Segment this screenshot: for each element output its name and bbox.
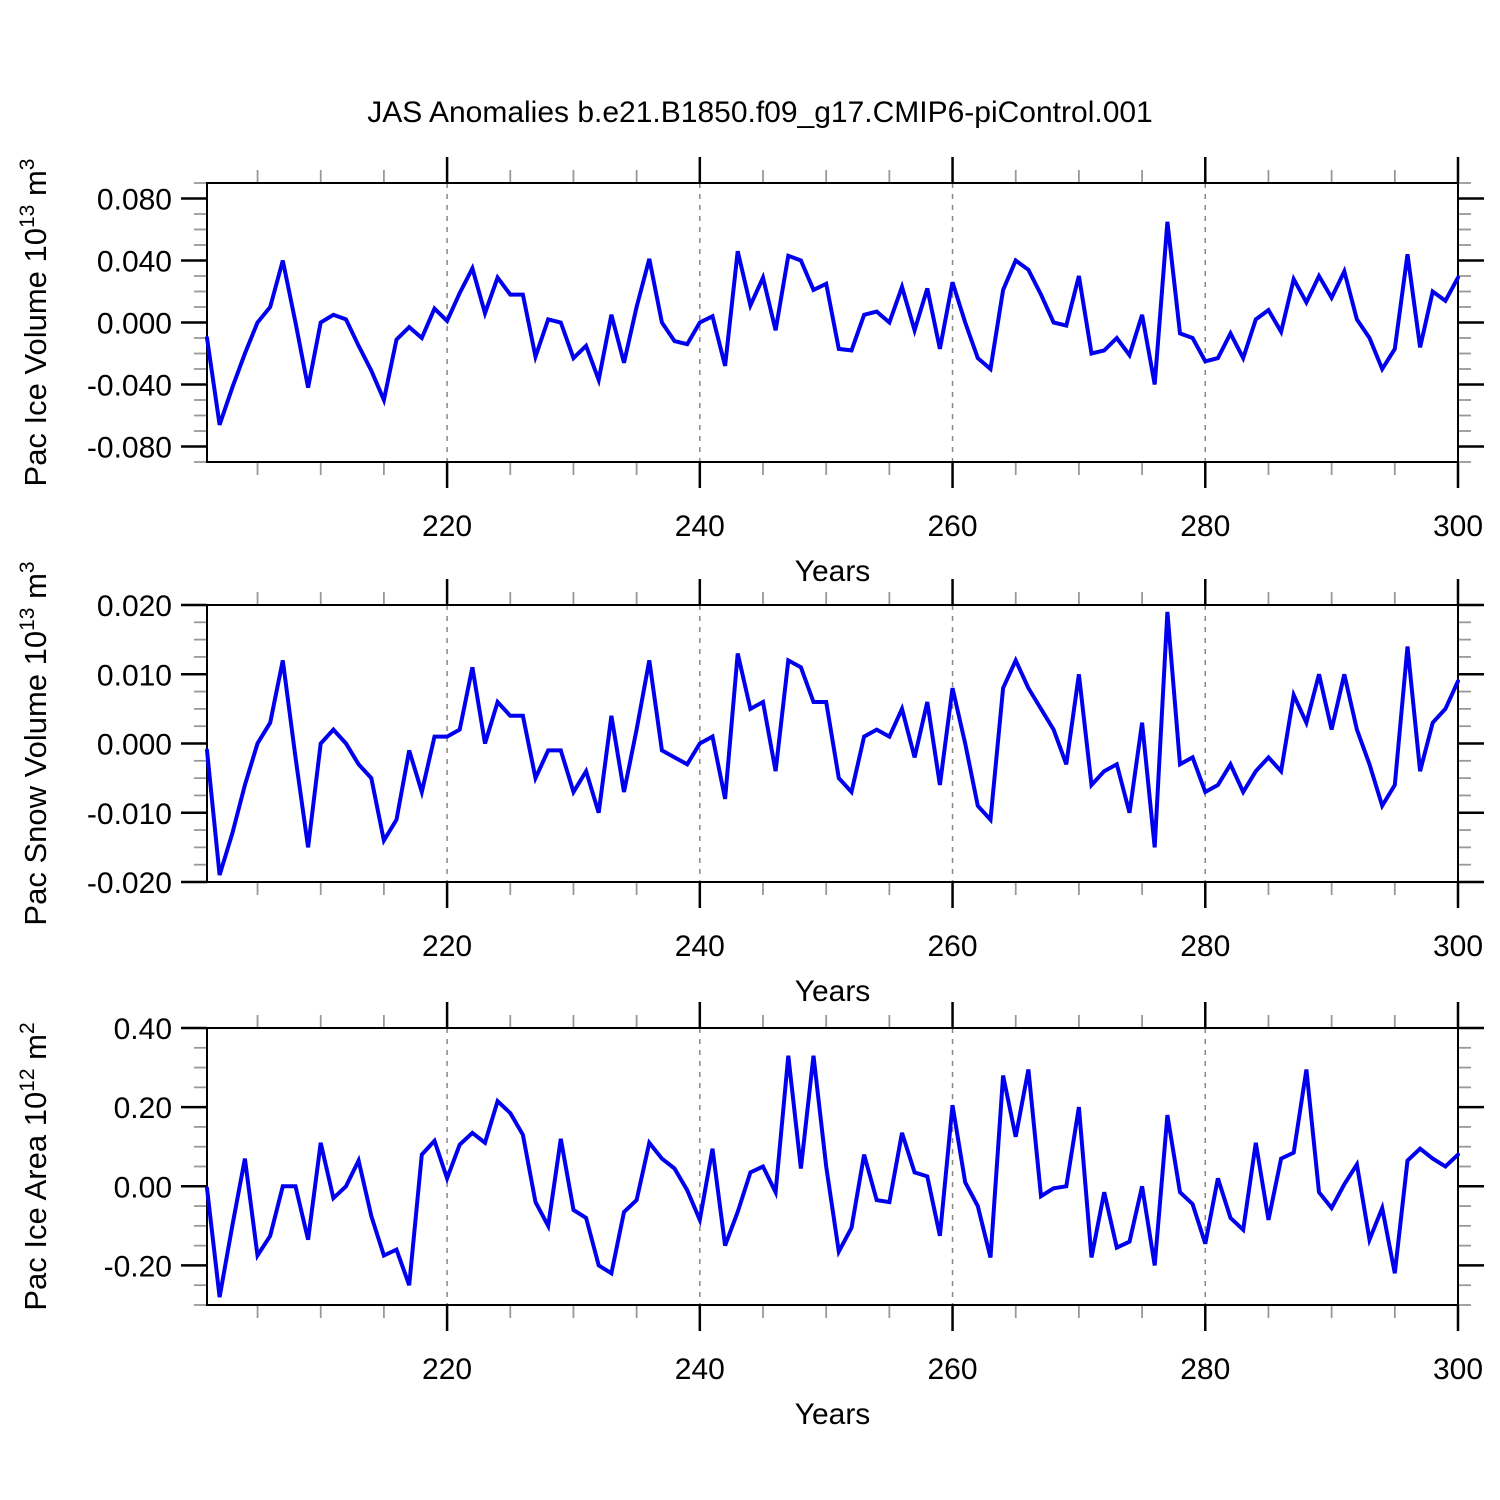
pac-ice-area-panel: 0.40 0.20 0.00 -0.20 220 240 260 280 300 Years Pac… bbox=[16, 1002, 1484, 1431]
pac-snow-volume-plot-frame bbox=[206, 604, 1459, 883]
x-tick-label: 280 bbox=[1180, 930, 1230, 963]
x-tick-label: 260 bbox=[928, 1353, 978, 1386]
x-tick-label: 280 bbox=[1180, 1353, 1230, 1386]
pac-snow-volume-x-axis-title: Years bbox=[795, 975, 871, 1008]
pac-ice-area-y-axis-title: Pac Ice Area 1012 m2 bbox=[16, 1022, 53, 1310]
y-tick-label: 0.040 bbox=[97, 246, 172, 279]
y-tick-label: 0.00 bbox=[114, 1171, 172, 1204]
y-tick-label: 0.000 bbox=[97, 308, 172, 341]
y-tick-label: -0.080 bbox=[87, 432, 172, 465]
y-tick-label: 0.020 bbox=[97, 590, 172, 623]
y-tick-label: 0.20 bbox=[114, 1092, 172, 1125]
x-tick-label: 280 bbox=[1180, 510, 1230, 543]
y-tick-label: -0.020 bbox=[87, 867, 172, 900]
pac-ice-volume-panel: 0.080 0.040 0.000 -0.040 -0.080 220 240 260 280 3… bbox=[16, 157, 1484, 588]
x-tick-label: 260 bbox=[928, 930, 978, 963]
y-tick-label: -0.010 bbox=[87, 798, 172, 831]
x-tick-label: 220 bbox=[422, 930, 472, 963]
x-tick-label: 260 bbox=[928, 510, 978, 543]
y-tick-label: 0.40 bbox=[114, 1013, 172, 1046]
pac-ice-volume-y-axis-title: Pac Ice Volume 1013 m3 bbox=[16, 159, 53, 487]
y-tick-label: 0.000 bbox=[97, 729, 172, 762]
pac-snow-volume-series-line bbox=[205, 611, 1460, 876]
x-tick-label: 240 bbox=[675, 930, 725, 963]
x-tick-label: 300 bbox=[1433, 930, 1483, 963]
pac-ice-area-plot-frame bbox=[206, 1027, 1459, 1306]
y-tick-label: -0.20 bbox=[104, 1250, 172, 1283]
pac-ice-volume-x-axis-title: Years bbox=[795, 555, 871, 588]
x-tick-label: 240 bbox=[675, 1353, 725, 1386]
pac-snow-volume-y-axis-title: Pac Snow Volume 1013 m3 bbox=[16, 561, 53, 925]
y-tick-label: 0.080 bbox=[97, 184, 172, 217]
chart-title: JAS Anomalies b.e21.B1850.f09_g17.CMIP6-… bbox=[367, 96, 1153, 129]
pac-snow-volume-panel: 0.020 0.010 0.000 -0.010 -0.020 220 240 260 280 3… bbox=[16, 561, 1484, 1008]
pac-ice-volume-series-line bbox=[205, 221, 1460, 426]
pac-ice-area-x-axis-title: Years bbox=[795, 1398, 871, 1431]
y-tick-label: 0.010 bbox=[97, 659, 172, 692]
pac-ice-area-series-line bbox=[205, 1055, 1460, 1298]
y-tick-label: -0.040 bbox=[87, 370, 172, 403]
x-tick-label: 300 bbox=[1433, 510, 1483, 543]
x-tick-label: 240 bbox=[675, 510, 725, 543]
x-tick-label: 220 bbox=[422, 510, 472, 543]
x-tick-label: 220 bbox=[422, 1353, 472, 1386]
pac-ice-volume-plot-frame bbox=[206, 182, 1459, 463]
x-tick-label: 300 bbox=[1433, 1353, 1483, 1386]
